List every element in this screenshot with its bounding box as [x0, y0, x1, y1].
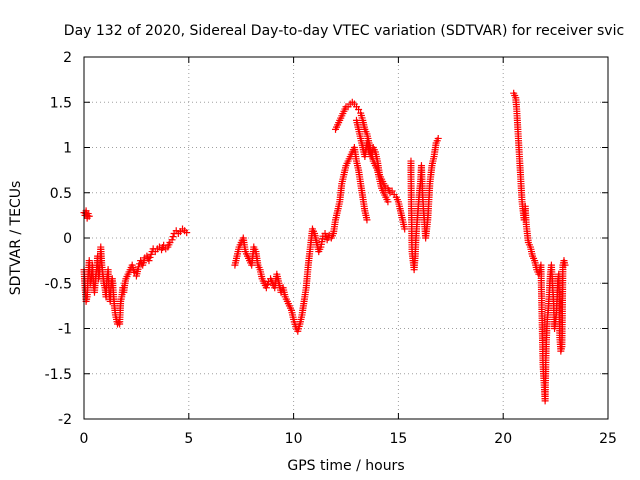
data-point [263, 281, 271, 289]
data-point [169, 233, 177, 241]
y-tick-label: -1 [58, 322, 72, 338]
data-point [401, 225, 409, 233]
data-point [183, 229, 191, 237]
x-axis-label: GPS time / hours [287, 458, 404, 474]
y-tick-label: -0.5 [45, 276, 72, 292]
data-point [355, 105, 363, 113]
x-tick-label: 5 [184, 431, 193, 447]
data-point [262, 284, 270, 292]
x-tick-label: 10 [285, 431, 303, 447]
data-point [168, 236, 176, 244]
x-tick-label: 0 [80, 431, 89, 447]
data-point [434, 134, 442, 142]
x-tick-label: 25 [599, 431, 617, 447]
x-tick-label: 20 [494, 431, 512, 447]
x-tick-label: 15 [389, 431, 407, 447]
y-axis-label: SDTVAR / TECUs [8, 181, 24, 296]
data-point [363, 216, 371, 224]
y-tick-label: -2 [58, 412, 72, 428]
data-point [561, 261, 569, 269]
y-tick-label: 0 [63, 231, 72, 247]
data-point [145, 257, 153, 265]
data-point [85, 212, 93, 220]
data-point [388, 187, 396, 195]
y-tick-label: 1 [63, 141, 72, 157]
plot-frame [83, 56, 609, 420]
data-point [321, 229, 329, 237]
y-tick-label: 1.5 [50, 95, 72, 111]
y-tick-label: 2 [63, 50, 72, 66]
data-point [146, 253, 154, 261]
y-tick-label: -1.5 [45, 367, 72, 383]
axis-ticks: 0 5 10 15 20 25 -2 -1.5 -1 -0.5 0 0.5 1 1.5 2 [45, 50, 617, 447]
y-tick-label: 0.5 [50, 186, 72, 202]
data-point [134, 263, 142, 271]
data-point [384, 198, 392, 206]
data-points [80, 89, 569, 405]
chart-title: Day 132 of 2020, Sidereal Day-to-day VTE… [64, 23, 624, 39]
